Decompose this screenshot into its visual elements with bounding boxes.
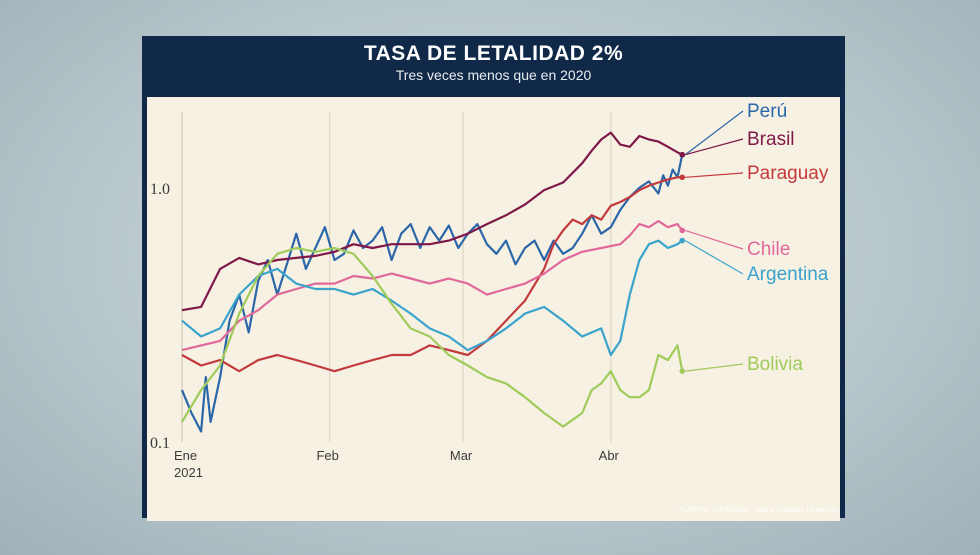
series-leader-line: [685, 172, 744, 178]
series-line-5: [181, 246, 684, 428]
series-line-0: [180, 154, 684, 433]
series-label: Chile: [747, 239, 790, 260]
series-end-marker: [679, 368, 686, 374]
x-tick-sublabel: 2021: [174, 465, 203, 480]
series-leader-line: [685, 229, 744, 250]
series-leader-line: [685, 138, 744, 156]
series-line-4: [181, 239, 683, 357]
x-tick-label: Feb: [316, 448, 338, 463]
series-leader-line: [684, 240, 744, 275]
series-line-2: [181, 176, 683, 373]
chart-title: TASA DE LETALIDAD 2%: [363, 42, 624, 65]
series-end-marker: [679, 227, 686, 234]
series-label: Argentina: [747, 264, 829, 285]
x-tick-label: Ene: [174, 448, 197, 463]
series-end-marker: [679, 174, 686, 181]
series-label: Perú: [747, 101, 787, 122]
source-note: FUENTE: OPS/OMS - Johns Hopkins Universi…: [678, 505, 839, 514]
line-chart: Ene 2021 Feb Mar Abr 0.1 1.0 Perú Brasil Paraguay…: [150, 101, 829, 480]
x-tick-label: Mar: [450, 448, 473, 463]
series-label: Paraguay: [747, 163, 829, 184]
y-tick-label: 0.1: [150, 435, 170, 452]
chart-card: TASA DE LETALIDAD 2% Tres veces menos qu…: [142, 36, 845, 521]
series-leader-line: [684, 110, 744, 156]
series-line-1: [181, 131, 683, 312]
chart-subtitle: Tres veces menos que en 2020: [395, 67, 592, 83]
series-end-marker: [679, 237, 686, 244]
y-tick-label: 1.0: [150, 181, 170, 198]
x-tick-label: Abr: [599, 448, 620, 463]
series-leader-line: [685, 363, 744, 372]
plot-area: Ene 2021 Feb Mar Abr 0.1 1.0 Perú Brasil Paraguay…: [147, 97, 840, 521]
series-label: Brasil: [747, 129, 795, 150]
series-label: Bolivia: [747, 354, 803, 375]
series-end-marker: [679, 151, 686, 158]
series-line-3: [181, 220, 684, 352]
